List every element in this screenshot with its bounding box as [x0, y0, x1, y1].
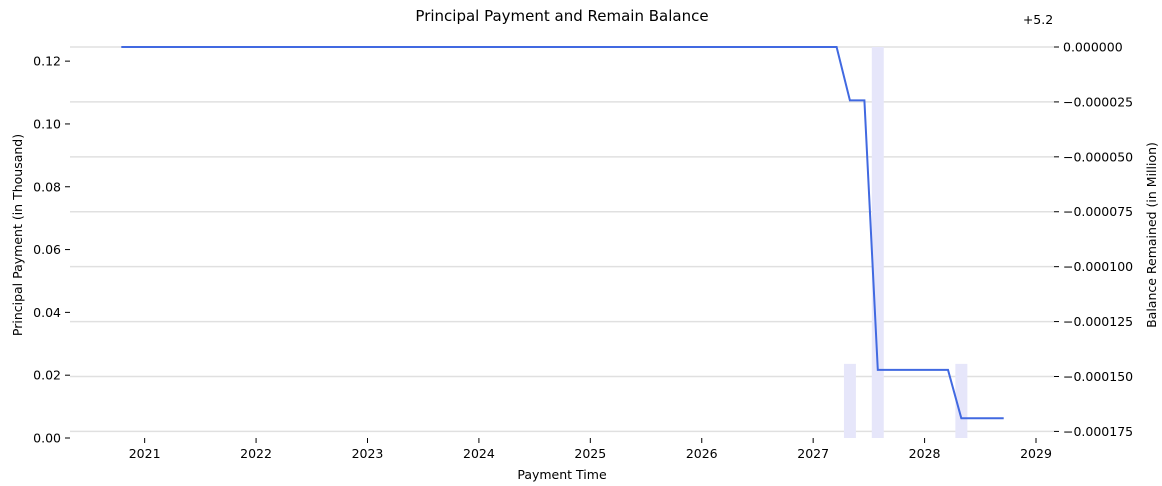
chart-title: Principal Payment and Remain Balance — [415, 7, 708, 25]
y-tick-label-right: −0.000150 — [1063, 369, 1133, 384]
y-tick-label-left: 0.00 — [33, 431, 61, 446]
y-tick-label-left: 0.10 — [33, 116, 61, 131]
y-tick-label-right: −0.000125 — [1063, 314, 1133, 329]
y-axis-label-right: Balance Remained (in Million) — [1144, 142, 1159, 328]
x-tick-label: 2029 — [1020, 446, 1052, 461]
y-tick-label-left: 0.02 — [33, 368, 61, 383]
y-tick-label-right: 0.000000 — [1063, 40, 1123, 55]
bar — [955, 363, 968, 438]
x-tick-label: 2028 — [909, 446, 941, 461]
x-tick-label: 2027 — [797, 446, 829, 461]
bar — [843, 363, 856, 438]
right-axis-offset-label: +5.2 — [1023, 12, 1053, 27]
y-tick-label-right: −0.000075 — [1063, 204, 1133, 219]
x-tick-label: 2024 — [463, 446, 495, 461]
y-tick-label-right: −0.000100 — [1063, 259, 1133, 274]
x-tick-label: 2023 — [352, 446, 384, 461]
axes: 0.000000 −0.000025 −0.000050 −0.000075 −0.00… — [33, 40, 1133, 462]
x-tick-label: 2022 — [240, 446, 272, 461]
line-series-balance-remained — [121, 46, 1004, 420]
x-axis-label: Payment Time — [517, 467, 607, 482]
y-tick-label-right: −0.000175 — [1063, 424, 1133, 439]
y-tick-label-right: −0.000025 — [1063, 94, 1133, 109]
y-axis-label-left: Principal Payment (in Thousand) — [10, 134, 25, 336]
y-tick-label-left: 0.12 — [33, 54, 61, 69]
bar-series-principal-payment — [843, 47, 968, 438]
x-tick-label: 2021 — [129, 446, 161, 461]
balance-line — [121, 46, 1004, 420]
y-tick-label-left: 0.04 — [33, 305, 61, 320]
x-tick-label: 2026 — [686, 446, 718, 461]
grid-lines — [70, 46, 1054, 433]
y-tick-label-left: 0.06 — [33, 242, 61, 257]
y-tick-label-left: 0.08 — [33, 179, 61, 194]
x-tick-label: 2025 — [574, 446, 606, 461]
y-tick-label-right: −0.000050 — [1063, 149, 1133, 164]
bar — [871, 47, 884, 438]
